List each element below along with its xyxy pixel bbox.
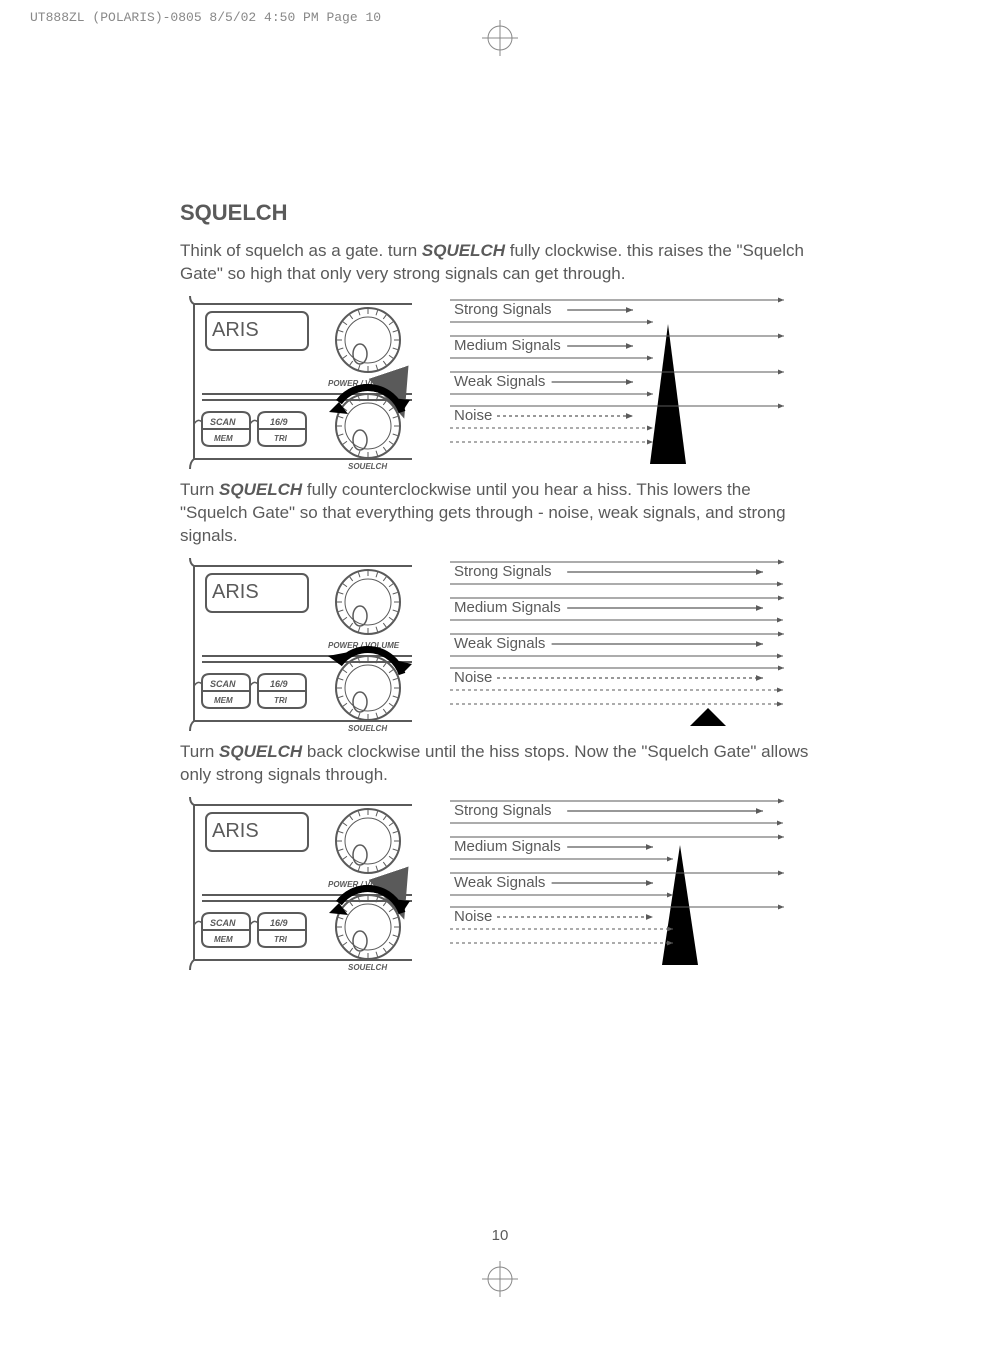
svg-text:ARIS: ARIS [212, 820, 259, 842]
svg-text:Medium Signals: Medium Signals [454, 337, 561, 354]
file-header: UT888ZL (POLARIS)-0805 8/5/02 4:50 PM Pa… [30, 10, 381, 25]
svg-text:16/9: 16/9 [270, 417, 288, 427]
figure-row-3: ARISPOWER / VOLUMESQUELCHSCANMEM16/9TRI … [188, 795, 820, 970]
svg-text:Medium Signals: Medium Signals [454, 838, 561, 855]
svg-text:SCAN: SCAN [210, 918, 236, 928]
paragraph-2: Turn SQUELCH fully counterclockwise unti… [180, 479, 820, 548]
paragraph-1: Think of squelch as a gate. turn SQUELCH… [180, 240, 820, 286]
svg-text:Weak Signals: Weak Signals [454, 373, 545, 390]
page-number: 10 [492, 1227, 509, 1244]
svg-text:TRI: TRI [274, 696, 288, 705]
para1-pre: Think of squelch as a gate. turn [180, 241, 422, 260]
registration-mark-bottom [480, 1259, 520, 1304]
gate-diagram-3: Strong Signals Medium Signals Weak Signals… [448, 795, 788, 970]
svg-text:SCAN: SCAN [210, 417, 236, 427]
svg-text:TRI: TRI [274, 935, 288, 944]
svg-text:16/9: 16/9 [270, 918, 288, 928]
svg-text:SQUELCH: SQUELCH [348, 462, 387, 469]
section-title: SQUELCH [180, 200, 820, 226]
svg-text:SCAN: SCAN [210, 679, 236, 689]
svg-text:Weak Signals: Weak Signals [454, 635, 545, 652]
radio-diagram-3: ARISPOWER / VOLUMESQUELCHSCANMEM16/9TRI [188, 795, 418, 970]
svg-text:SQUELCH: SQUELCH [348, 724, 387, 731]
para3-pre: Turn [180, 742, 219, 761]
para2-em: SQUELCH [219, 480, 302, 499]
svg-text:ARIS: ARIS [212, 319, 259, 341]
svg-text:16/9: 16/9 [270, 679, 288, 689]
para1-em: SQUELCH [422, 241, 505, 260]
figure-row-1: ARISPOWER / VOLUMESQUELCHSCANMEM16/9TRI … [188, 294, 820, 469]
svg-text:Strong Signals: Strong Signals [454, 301, 552, 318]
svg-text:Weak Signals: Weak Signals [454, 874, 545, 891]
para2-pre: Turn [180, 480, 219, 499]
gate-diagram-2: Strong Signals Medium Signals Weak Signals… [448, 556, 788, 731]
svg-text:MEM: MEM [214, 434, 233, 443]
svg-text:MEM: MEM [214, 696, 233, 705]
svg-text:ARIS: ARIS [212, 581, 259, 603]
svg-text:Strong Signals: Strong Signals [454, 563, 552, 580]
svg-text:SQUELCH: SQUELCH [348, 963, 387, 970]
svg-text:Strong Signals: Strong Signals [454, 802, 552, 819]
registration-mark-top [480, 18, 520, 63]
svg-text:Noise: Noise [454, 908, 492, 925]
para3-em: SQUELCH [219, 742, 302, 761]
gate-diagram-1: Strong Signals Medium Signals Weak Signals… [448, 294, 788, 469]
svg-text:TRI: TRI [274, 434, 288, 443]
svg-text:Noise: Noise [454, 407, 492, 424]
radio-diagram-2: ARISPOWER / VOLUMESQUELCHSCANMEM16/9TRI [188, 556, 418, 731]
svg-text:MEM: MEM [214, 935, 233, 944]
svg-text:Medium Signals: Medium Signals [454, 599, 561, 616]
figure-row-2: ARISPOWER / VOLUMESQUELCHSCANMEM16/9TRI … [188, 556, 820, 731]
svg-text:Noise: Noise [454, 669, 492, 686]
paragraph-3: Turn SQUELCH back clockwise until the hi… [180, 741, 820, 787]
radio-diagram-1: ARISPOWER / VOLUMESQUELCHSCANMEM16/9TRI [188, 294, 418, 469]
